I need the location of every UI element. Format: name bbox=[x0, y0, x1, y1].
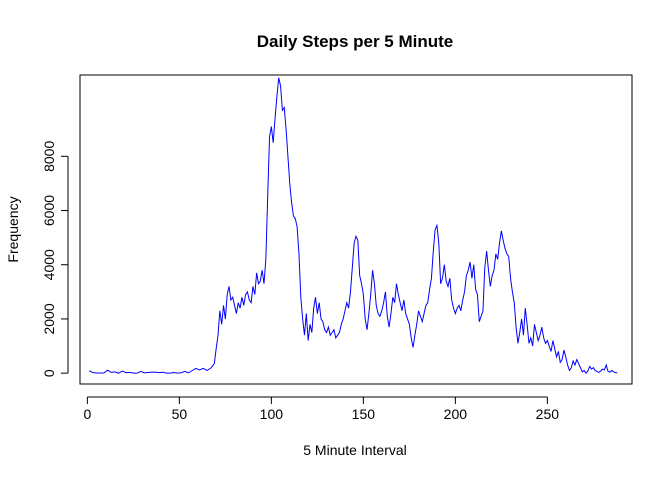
y-axis: 0 2000 4000 6000 8000 bbox=[41, 141, 69, 377]
y-tick-label: 0 bbox=[41, 369, 57, 377]
x-tick-label: 250 bbox=[536, 406, 560, 422]
y-tick-label: 4000 bbox=[41, 249, 57, 280]
y-tick-label: 6000 bbox=[41, 195, 57, 226]
x-tick-label: 200 bbox=[444, 406, 468, 422]
x-tick-label: 150 bbox=[352, 406, 376, 422]
series-line bbox=[88, 77, 618, 374]
chart-title: Daily Steps per 5 Minute bbox=[257, 32, 454, 51]
y-axis-label: Frequency bbox=[5, 196, 21, 262]
x-axis: 0 50 100 150 200 250 bbox=[83, 396, 560, 422]
y-tick-label: 8000 bbox=[41, 141, 57, 172]
x-tick-label: 0 bbox=[83, 406, 91, 422]
x-tick-label: 50 bbox=[172, 406, 188, 422]
x-axis-label: 5 Minute Interval bbox=[303, 442, 407, 458]
plot-frame bbox=[79, 74, 633, 385]
y-tick-label: 2000 bbox=[41, 303, 57, 334]
x-tick-label: 100 bbox=[260, 406, 284, 422]
